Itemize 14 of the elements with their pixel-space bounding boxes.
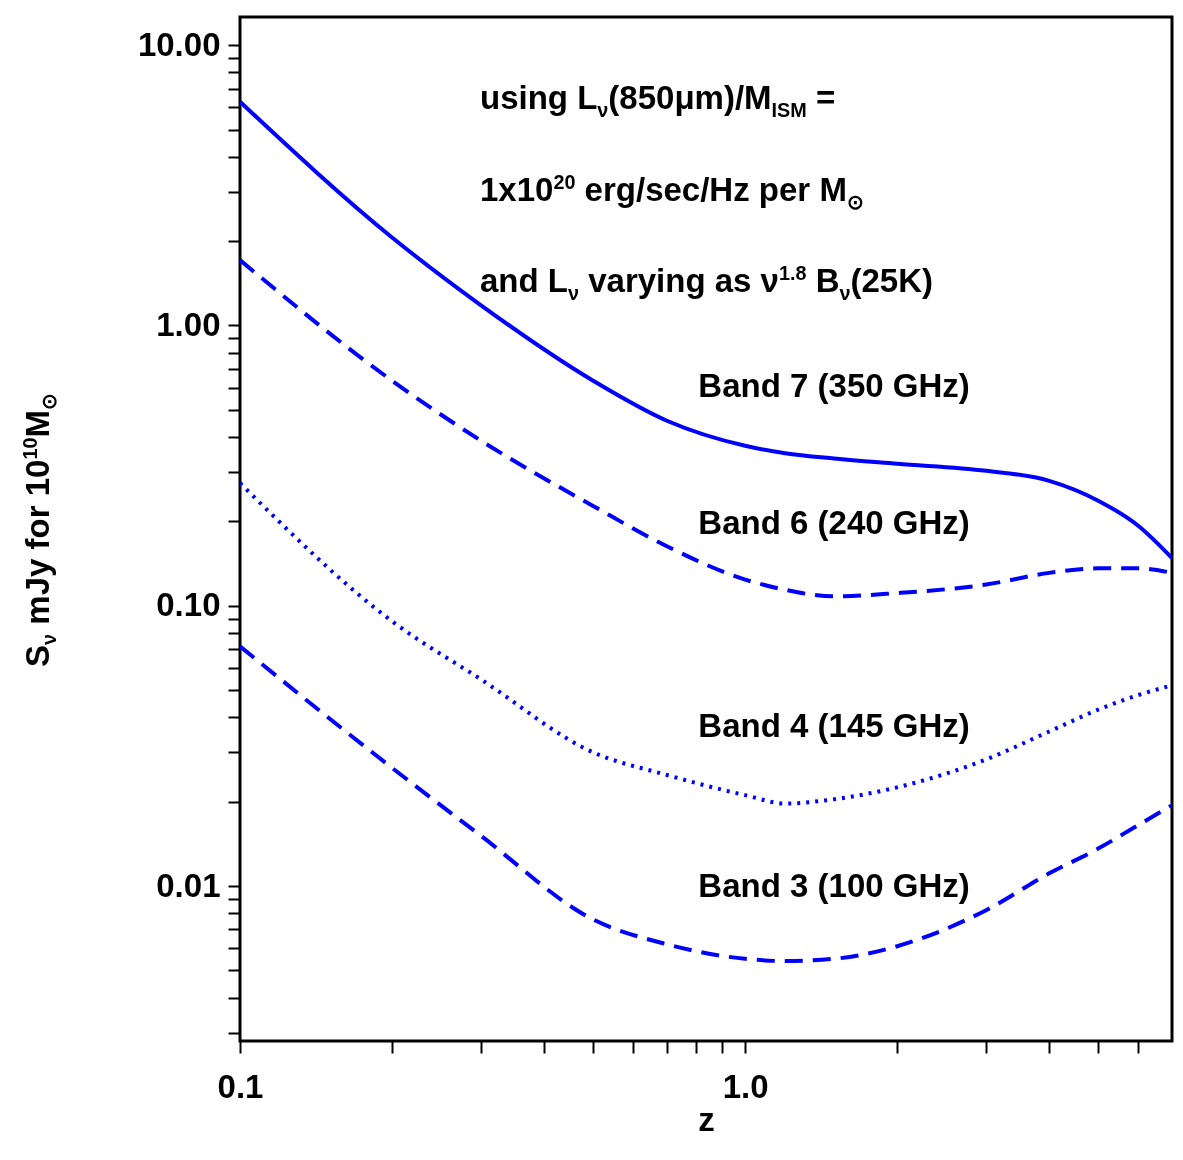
series-label: Band 7 (350 GHz) [698, 366, 970, 404]
annotation: and L$_{ν}$ varying as ν$^{1.8}$ B$_{ν}$(25K) [480, 261, 934, 306]
x-tick-label: 1.0 [722, 1067, 769, 1105]
y-tick-label: 1.00 [156, 305, 221, 343]
series-label: Band 4 (145 GHz) [698, 707, 970, 745]
y-tick-label: 0.10 [156, 586, 221, 624]
y-tick-label: 0.01 [156, 866, 221, 904]
annotation: 1x10$^{20}$ erg/sec/Hz per M$_{⊙}$ [480, 169, 865, 215]
x-tick-label: 0.1 [217, 1067, 264, 1105]
series-label: Band 3 (100 GHz) [698, 866, 970, 904]
series-label: Band 6 (240 GHz) [698, 504, 970, 542]
x-axis-title: z [698, 1100, 715, 1138]
annotation: using L$_{ν}$(850μm)/M$_{ISM}$ = [480, 78, 837, 123]
y-tick-label: 10.00 [137, 25, 221, 63]
